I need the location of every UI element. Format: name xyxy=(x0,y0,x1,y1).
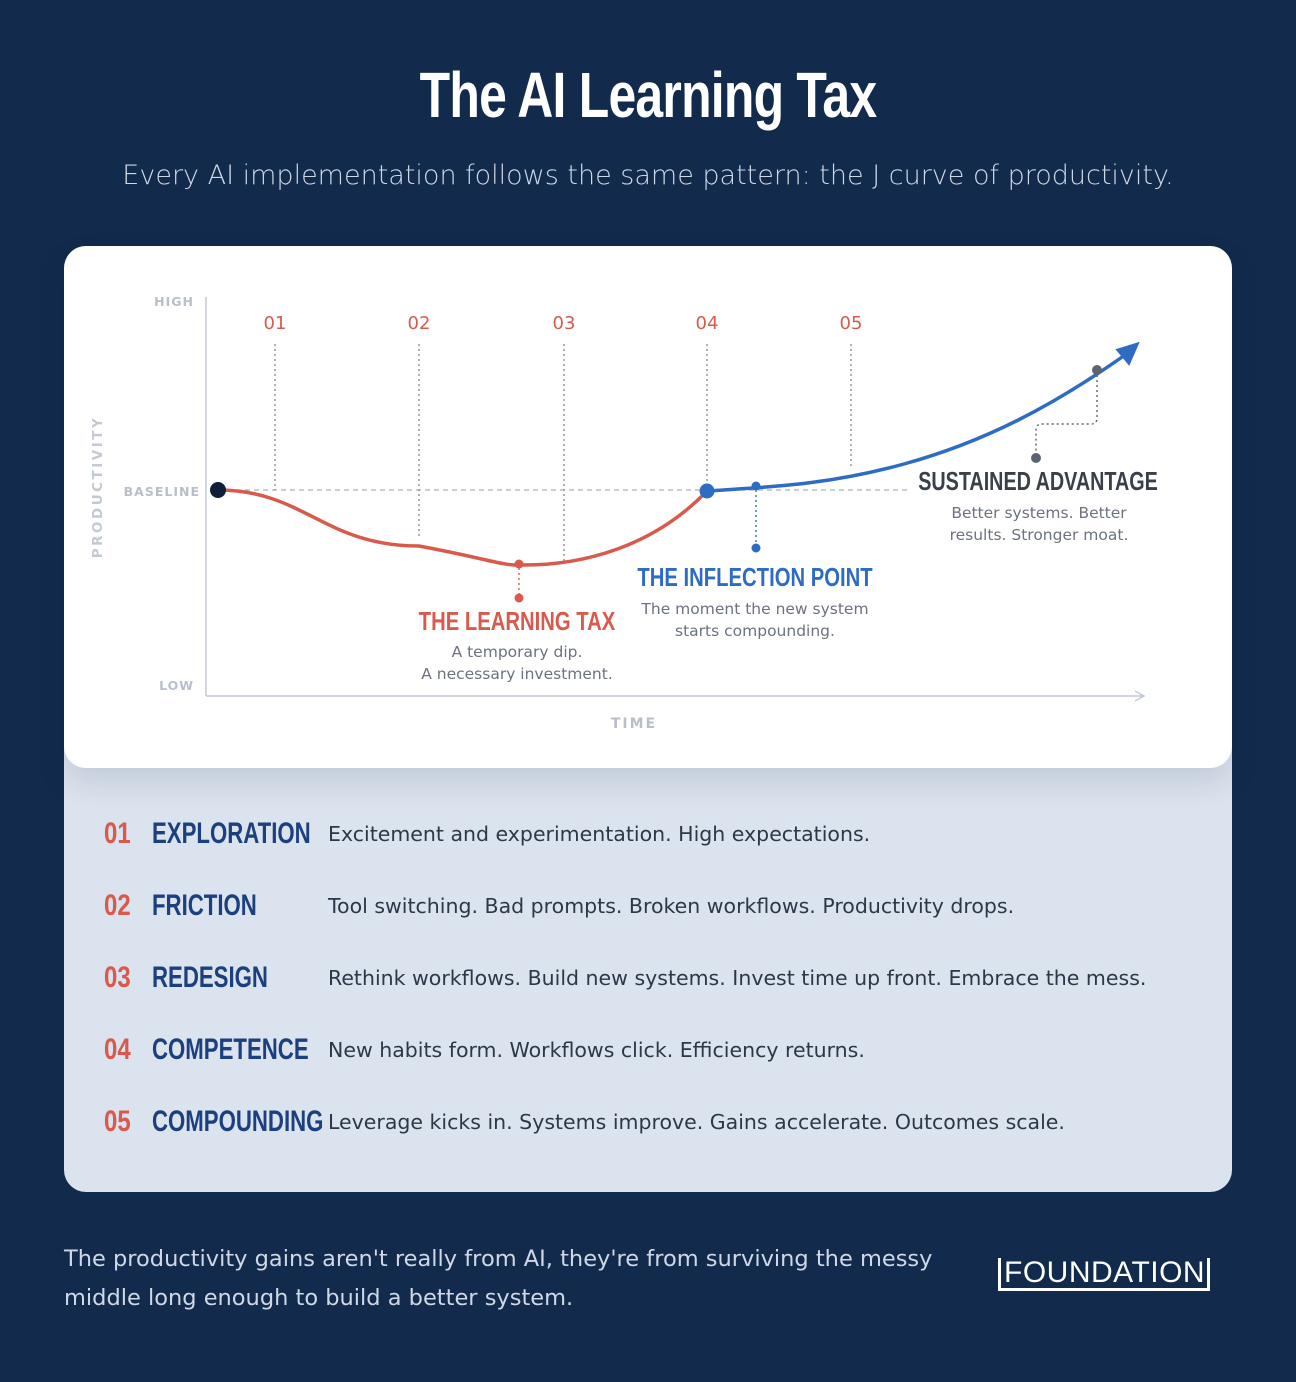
start-point xyxy=(210,482,226,498)
phase-marker-03: 03 xyxy=(553,313,576,334)
x-axis-label: TIME xyxy=(611,716,657,732)
y-axis-label: PRODUCTIVITY xyxy=(90,416,106,559)
dip-curve xyxy=(216,488,709,567)
foundation-logo: FOUNDATION xyxy=(998,1258,1211,1291)
j-curve-svg: HIGH BASELINE LOW PRODUCTIVITY TIME 01 0… xyxy=(90,294,1158,732)
inflection-line1: The moment the new system xyxy=(640,600,868,618)
advantage-leader xyxy=(1035,375,1098,454)
learning-tax-line2: A necessary investment. xyxy=(421,665,613,683)
inflection-line2: starts compounding. xyxy=(675,622,835,640)
phase-row-redesign: 03 REDESIGN Rethink workflows. Build new… xyxy=(104,961,1224,1001)
advantage-line1: Better systems. Better xyxy=(951,504,1127,522)
inflection-dot xyxy=(699,483,715,499)
phase-description: Tool switching. Bad prompts. Broken work… xyxy=(328,894,1015,918)
phase-number: 02 xyxy=(104,889,131,922)
phase-number: 01 xyxy=(104,817,131,850)
advantage-line2: results. Stronger moat. xyxy=(950,526,1129,544)
page-subtitle: Every AI implementation follows the same… xyxy=(122,160,1174,191)
phase-marker-02: 02 xyxy=(408,313,431,334)
growth-arrowhead xyxy=(1115,341,1140,366)
phase-row-compounding: 05 COMPOUNDING Leverage kicks in. System… xyxy=(104,1105,1224,1145)
phase-description: Rethink workflows. Build new systems. In… xyxy=(328,966,1147,990)
learning-tax-point xyxy=(514,559,524,569)
inflection-title: THE INFLECTION POINT xyxy=(637,563,872,592)
phase-name: EXPLORATION xyxy=(152,817,311,850)
y-tick-high: HIGH xyxy=(154,294,194,309)
phase-name: COMPOUNDING xyxy=(152,1105,324,1138)
phase-marker-04: 04 xyxy=(696,313,719,334)
phase-marker-05: 05 xyxy=(840,313,863,334)
inflection-leader-dot xyxy=(751,543,761,553)
phase-name: REDESIGN xyxy=(152,961,268,994)
phase-number: 03 xyxy=(104,961,131,994)
phase-description: Excitement and experimentation. High exp… xyxy=(328,822,871,846)
phase-number: 05 xyxy=(104,1105,131,1138)
page-title: The AI Learning Tax xyxy=(419,59,877,131)
learning-tax-title: THE LEARNING TAX xyxy=(419,607,616,636)
j-curve-chart: HIGH BASELINE LOW PRODUCTIVITY TIME 01 0… xyxy=(64,246,1232,768)
phase-marker-01: 01 xyxy=(264,313,287,334)
phase-description: Leverage kicks in. Systems improve. Gain… xyxy=(328,1110,1065,1134)
phase-row-exploration: 01 EXPLORATION Excitement and experiment… xyxy=(104,817,1224,857)
footer-quote: The productivity gains aren't really fro… xyxy=(64,1246,933,1311)
advantage-point xyxy=(1092,365,1102,375)
phase-name: COMPETENCE xyxy=(152,1033,309,1066)
advantage-leader-dot xyxy=(1031,453,1041,463)
phase-row-friction: 02 FRICTION Tool switching. Bad prompts.… xyxy=(104,889,1224,929)
inflection-point xyxy=(751,481,761,491)
phases-panel xyxy=(64,700,1232,1192)
growth-curve xyxy=(705,348,1134,493)
y-tick-baseline: BASELINE xyxy=(124,484,200,499)
learning-tax-line1: A temporary dip. xyxy=(452,643,583,661)
phase-number: 04 xyxy=(104,1033,131,1066)
phase-markers: 01 02 03 04 05 xyxy=(264,313,863,564)
phase-name: FRICTION xyxy=(152,889,257,922)
phase-row-competence: 04 COMPETENCE New habits form. Workflows… xyxy=(104,1033,1224,1073)
learning-tax-leader-dot xyxy=(514,593,524,603)
y-tick-low: LOW xyxy=(159,678,194,693)
advantage-title: SUSTAINED ADVANTAGE xyxy=(918,466,1158,495)
phase-description: New habits form. Workflows click. Effici… xyxy=(328,1038,865,1062)
